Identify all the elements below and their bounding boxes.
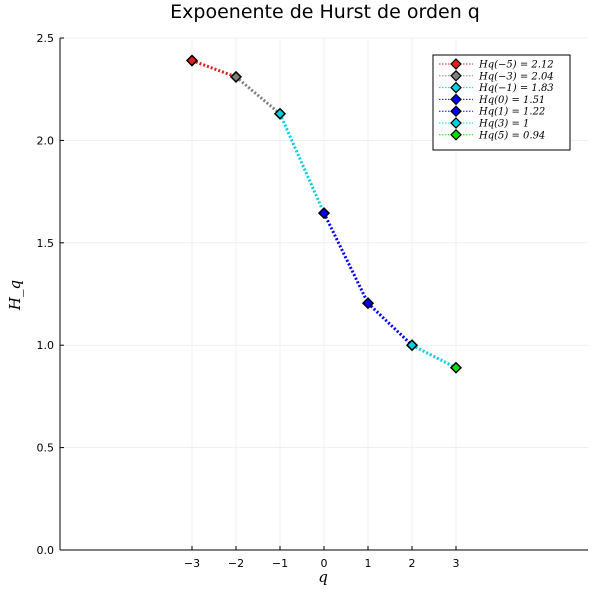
legend-label-0: Hq(−5) = 2.12 (478, 60, 554, 71)
legend-marker-2 (450, 81, 462, 94)
legend-label-5: Hq(3) = 1 (478, 119, 529, 130)
series-marker-1 (229, 70, 243, 83)
series-marker-6 (449, 361, 463, 374)
series-marker-4 (361, 297, 375, 310)
legend-label-2: Hq(−1) = 1.83 (478, 83, 554, 94)
series-line-2 (278, 113, 326, 214)
y-axis-label: H_q (6, 280, 24, 311)
x-tick-label: −2 (228, 557, 244, 570)
series-line-3 (322, 212, 370, 304)
legend-label-1: Hq(−3) = 2.04 (478, 71, 554, 82)
x-axis-label: q (318, 568, 328, 586)
legend-marker-0 (450, 58, 462, 70)
legend-label-4: Hq(1) = 1.22 (478, 107, 545, 118)
series-line-0 (191, 59, 237, 79)
series-lines (191, 59, 457, 370)
legend-label-3: Hq(0) = 1.51 (478, 95, 545, 106)
series-markers (185, 54, 463, 374)
y-tick-label: 2.0 (37, 134, 55, 147)
legend-marker-6 (450, 128, 462, 141)
chart-title: Expoenente de Hurst de orden q (170, 1, 480, 23)
y-tick-label: 0.0 (37, 544, 55, 557)
legend-label-6: Hq(5) = 0.94 (478, 130, 545, 141)
series-line-1 (235, 75, 281, 115)
y-tick-label: 1.5 (37, 237, 55, 250)
legend-marker-4 (450, 105, 462, 118)
grid (60, 37, 588, 551)
legend-marker-1 (450, 69, 462, 82)
series-marker-0 (185, 54, 199, 67)
series-marker-5 (405, 339, 419, 352)
x-tick-label: 1 (365, 557, 372, 570)
y-tick-label: 1.0 (37, 339, 55, 352)
x-tick-label: −3 (184, 557, 200, 570)
legend-marker-5 (450, 117, 462, 129)
x-tick-label: −1 (272, 557, 288, 570)
y-tick-label: 0.5 (37, 442, 55, 455)
x-tick-label: 2 (409, 557, 416, 570)
series-line-4 (366, 302, 414, 347)
y-tick-label: 2.5 (37, 32, 55, 45)
series-marker-3 (317, 207, 331, 220)
tick-labels: −3 −2 −1 0 1 2 3 0.0 0.5 1.0 1.5 2.0 2.5 (37, 32, 460, 570)
legend-marker-3 (450, 93, 462, 106)
series-line-5 (411, 343, 457, 370)
axes (59, 37, 588, 551)
x-tick-label: 0 (321, 557, 328, 570)
series-marker-2 (273, 107, 287, 120)
x-tick-label: 3 (453, 557, 460, 570)
